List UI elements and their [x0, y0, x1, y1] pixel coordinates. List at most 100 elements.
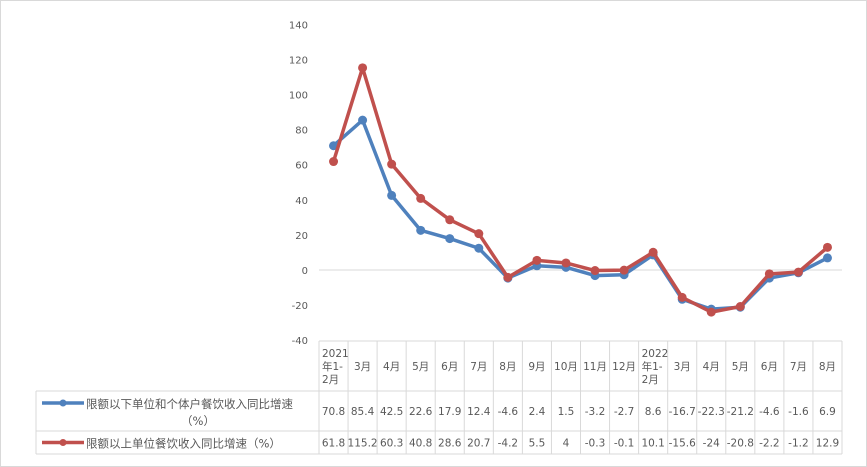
data-point: [387, 190, 397, 200]
x-tick-label: 2月: [642, 374, 659, 386]
x-tick-label: 10月: [554, 361, 578, 373]
table-value: -16.7: [669, 406, 696, 418]
x-tick-label: 年1-: [642, 360, 663, 373]
table-value: -2.2: [759, 438, 780, 450]
x-tick-label: 12月: [612, 361, 636, 373]
x-tick-label: 3月: [674, 361, 691, 373]
data-point: [503, 272, 513, 282]
data-point: [329, 157, 339, 167]
x-tick-label: 2月: [322, 374, 339, 386]
x-tick-label: 5月: [412, 361, 429, 373]
table-value: 28.6: [438, 438, 462, 450]
table-value: -24: [703, 438, 720, 450]
legend-marker: [59, 439, 67, 446]
data-point: [822, 253, 832, 263]
x-tick-label: 2022: [642, 348, 669, 360]
table-value: -1.2: [788, 438, 809, 450]
x-tick-label: 5月: [732, 361, 749, 373]
table-value: 61.8: [322, 438, 345, 450]
table-value: 4: [563, 438, 570, 450]
x-tick-label: 6月: [761, 361, 778, 373]
table-value: -21.2: [727, 406, 754, 418]
x-tick-label: 年1-: [322, 360, 343, 373]
legend-label: 限额以上单位餐饮收入同比增速（%）: [86, 437, 281, 451]
data-point: [474, 243, 484, 253]
data-point: [445, 234, 455, 244]
table-value: -2.7: [614, 406, 635, 418]
table-value: -4.6: [759, 406, 780, 418]
table-value: 6.9: [819, 406, 836, 418]
data-point: [677, 292, 687, 302]
data-point: [387, 159, 397, 169]
data-point: [358, 63, 368, 73]
y-tick-label: 60: [295, 161, 308, 172]
table-value: 70.8: [322, 406, 345, 418]
table-value: 22.6: [409, 406, 433, 418]
table-value: -22.3: [698, 406, 725, 418]
table-value: 12.4: [467, 406, 491, 418]
x-tick-label: 7月: [790, 361, 807, 373]
x-tick-label: 9月: [528, 361, 545, 373]
legend-label: 限额以下单位和个体户餐饮收入同比增速: [86, 397, 293, 411]
x-tick-label: 8月: [819, 361, 836, 373]
data-point: [764, 269, 774, 279]
x-tick-label: 6月: [441, 361, 458, 373]
y-tick-label: 100: [289, 91, 308, 102]
y-tick-label: 20: [295, 231, 308, 242]
legend-label: （%）: [181, 414, 215, 428]
x-tick-label: 11月: [583, 361, 607, 373]
y-tick-label: 0: [302, 266, 308, 277]
table-value: -0.3: [585, 438, 606, 450]
table-value: -4.2: [498, 438, 519, 450]
table-value: 115.2: [348, 438, 378, 450]
table-value: -15.6: [669, 438, 696, 450]
table-value: 8.6: [645, 406, 662, 418]
data-point: [329, 141, 339, 151]
data-point: [590, 266, 600, 276]
table-value: 12.9: [816, 438, 839, 450]
y-tick-label: 120: [289, 55, 308, 66]
table-value: 85.4: [351, 406, 375, 418]
table-value: 2.4: [529, 406, 546, 418]
y-tick-label: -40: [292, 336, 308, 347]
data-point: [735, 302, 745, 312]
x-tick-label: 4月: [383, 361, 400, 373]
table-value: 40.8: [409, 438, 432, 450]
data-point: [416, 193, 426, 203]
data-point: [561, 258, 571, 268]
x-tick-label: 8月: [499, 361, 516, 373]
series-line: [331, 66, 829, 314]
y-tick-label: 80: [295, 126, 308, 137]
table-value: 10.1: [641, 438, 664, 450]
data-point: [619, 265, 629, 275]
x-tick-label: 4月: [703, 361, 720, 373]
x-tick-label: 7月: [470, 361, 487, 373]
x-tick-label: 3月: [354, 361, 371, 373]
data-point: [822, 242, 832, 252]
table-value: 60.3: [380, 438, 403, 450]
table-value: -4.6: [498, 406, 519, 418]
series-line: [332, 118, 829, 311]
table-value: 42.5: [380, 406, 403, 418]
table-value: 5.5: [529, 438, 546, 450]
data-point: [416, 225, 426, 235]
data-point: [358, 115, 368, 125]
table-value: 17.9: [438, 406, 461, 418]
table-value: 20.7: [467, 438, 490, 450]
table-value: -0.1: [614, 438, 635, 450]
data-point: [445, 215, 455, 225]
table-value: 1.5: [558, 406, 575, 418]
x-tick-label: 2021: [322, 348, 349, 360]
data-point: [648, 247, 658, 257]
y-tick-label: 40: [295, 196, 308, 207]
y-tick-label: 140: [289, 20, 308, 31]
data-point: [532, 255, 542, 265]
legend-marker: [59, 399, 67, 407]
table-value: -3.2: [585, 406, 606, 418]
table-value: -1.6: [788, 406, 809, 418]
data-point: [706, 307, 716, 317]
y-tick-label: -20: [292, 301, 308, 312]
data-point: [474, 229, 484, 239]
data-point: [793, 267, 803, 277]
